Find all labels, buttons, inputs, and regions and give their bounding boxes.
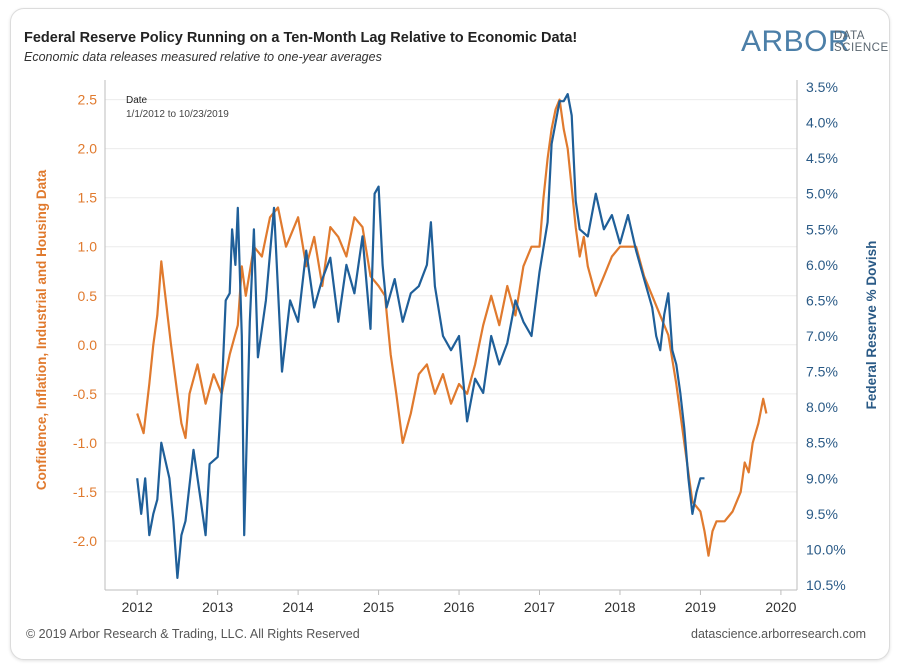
right-tick-label: 4.0% bbox=[806, 115, 838, 131]
x-tick-label: 2016 bbox=[443, 599, 474, 615]
logo-sub-line2: SCIENCE bbox=[834, 42, 889, 54]
logo-main-text: ARBOR bbox=[741, 25, 851, 58]
left-tick-label: 0.0 bbox=[78, 337, 98, 353]
economic-data-line bbox=[136, 98, 768, 557]
right-tick-label: 10.5% bbox=[806, 577, 846, 593]
x-axis-ticks: 2012 2013 2014 2015 2016 2017 2018 2019 2020 bbox=[122, 590, 797, 615]
x-tick-label: 2020 bbox=[765, 599, 796, 615]
right-axis-ticks: 3.5% 4.0% 4.5% 5.0% 5.5% 6.0% 6.5% 7.0% 7.5% 8.0%… bbox=[806, 79, 846, 593]
right-tick-label: 3.5% bbox=[806, 79, 838, 95]
left-tick-label: -2.0 bbox=[73, 533, 97, 549]
right-tick-label: 7.0% bbox=[806, 328, 838, 344]
left-axis-ticks: 2.5 2.0 1.5 1.0 0.5 0.0 -0.5 -1.0 -1.5 -2.0 bbox=[73, 92, 97, 549]
right-tick-label: 9.0% bbox=[806, 470, 838, 486]
footer-copyright: © 2019 Arbor Research & Trading, LLC. Al… bbox=[26, 627, 360, 641]
x-tick-label: 2017 bbox=[524, 599, 555, 615]
right-tick-label: 9.5% bbox=[806, 506, 838, 522]
logo-sub-line1: DATA bbox=[834, 30, 865, 42]
fed-dovish-line bbox=[136, 92, 705, 580]
x-tick-label: 2015 bbox=[363, 599, 394, 615]
left-tick-label: -0.5 bbox=[73, 386, 97, 402]
right-tick-label: 8.5% bbox=[806, 435, 838, 451]
date-filter-label: Date bbox=[126, 95, 148, 106]
x-tick-label: 2019 bbox=[685, 599, 716, 615]
chart-card bbox=[10, 8, 890, 660]
series-lines bbox=[136, 92, 768, 580]
right-axis-label: Federal Reserve % Dovish bbox=[864, 241, 879, 410]
date-filter-range: 1/1/2012 to 10/23/2019 bbox=[126, 109, 229, 120]
left-tick-label: -1.5 bbox=[73, 484, 97, 500]
logo-sub-text: DATA SCIENCE bbox=[834, 30, 889, 54]
right-tick-label: 8.0% bbox=[806, 399, 838, 415]
x-tick-label: 2014 bbox=[283, 599, 314, 615]
grid-lines bbox=[105, 99, 797, 542]
arbor-logo: ARBOR DATA SCIENCE bbox=[741, 25, 888, 59]
right-tick-label: 5.5% bbox=[806, 221, 838, 237]
x-tick-label: 2018 bbox=[604, 599, 635, 615]
left-tick-label: 2.5 bbox=[78, 92, 98, 108]
left-tick-label: 1.5 bbox=[78, 190, 98, 206]
right-tick-label: 7.5% bbox=[806, 364, 838, 380]
left-tick-label: 0.5 bbox=[78, 288, 98, 304]
chart-axes bbox=[104, 80, 798, 591]
x-tick-label: 2012 bbox=[122, 599, 153, 615]
left-tick-label: 1.0 bbox=[78, 239, 98, 255]
right-tick-label: 5.0% bbox=[806, 186, 838, 202]
chart-subtitle: Economic data releases measured relative… bbox=[24, 50, 382, 64]
left-tick-label: 2.0 bbox=[78, 141, 98, 157]
right-tick-label: 10.0% bbox=[806, 541, 846, 557]
left-tick-label: -1.0 bbox=[73, 435, 97, 451]
left-axis-label: Confidence, Inflation, Industrial and Ho… bbox=[34, 169, 49, 490]
chart-title: Federal Reserve Policy Running on a Ten-… bbox=[24, 30, 578, 46]
right-tick-label: 6.5% bbox=[806, 292, 838, 308]
right-tick-label: 4.5% bbox=[806, 150, 838, 166]
footer-website[interactable]: datascience.arborresearch.com bbox=[691, 627, 867, 641]
x-tick-label: 2013 bbox=[202, 599, 233, 615]
right-tick-label: 6.0% bbox=[806, 257, 838, 273]
